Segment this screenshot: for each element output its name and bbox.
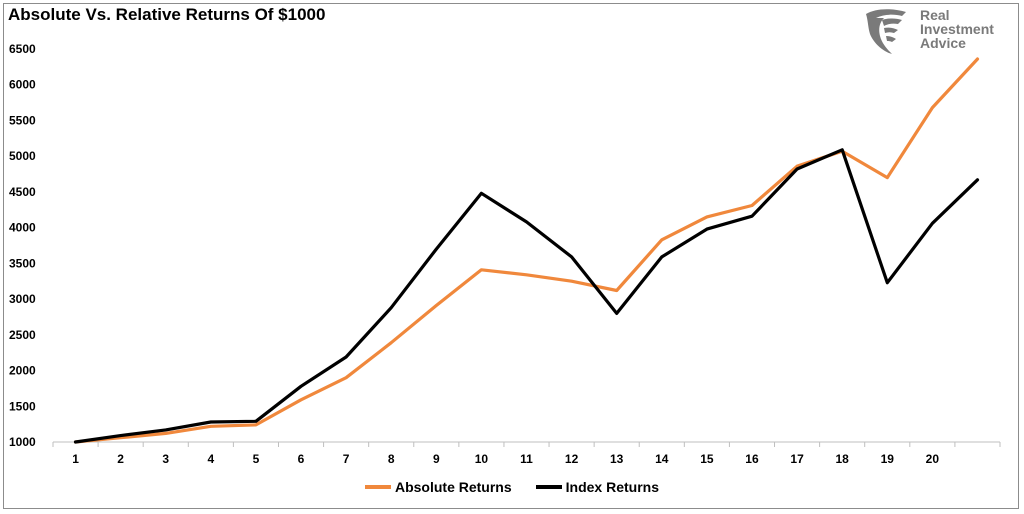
logo-text-line: Real bbox=[920, 7, 950, 23]
x-tick-label: 7 bbox=[343, 452, 350, 466]
y-tick-label: 5500 bbox=[9, 113, 36, 127]
x-tick-label: 19 bbox=[881, 452, 895, 466]
x-tick-label: 2 bbox=[117, 452, 124, 466]
series-line-index-returns bbox=[73, 148, 980, 444]
y-tick-label: 6000 bbox=[9, 78, 36, 92]
x-tick-label: 13 bbox=[610, 452, 624, 466]
legend-swatch bbox=[535, 485, 562, 489]
line-chart: 1000 1500 2000 2500 3000 3500 4000 4500 5000 5500… bbox=[9, 42, 1001, 466]
y-tick-label: 1000 bbox=[9, 435, 36, 449]
legend: Absolute Returns Index Returns bbox=[0, 476, 1024, 498]
series-line-absolute-returns bbox=[73, 57, 980, 444]
eagle-logo-icon bbox=[866, 9, 906, 54]
x-tick-label: 20 bbox=[926, 452, 940, 466]
chart-title: Absolute Vs. Relative Returns Of $1000 bbox=[8, 5, 326, 24]
logo: Real Investment Advice bbox=[862, 6, 1012, 58]
x-tick-label: 18 bbox=[835, 452, 849, 466]
legend-label: Absolute Returns bbox=[394, 479, 512, 495]
legend-swatch bbox=[364, 485, 391, 489]
x-tick-label: 16 bbox=[745, 452, 759, 466]
x-tick-label: 3 bbox=[162, 452, 169, 466]
x-tick-label: 1 bbox=[72, 452, 79, 466]
logo-text-line: Investment bbox=[920, 21, 994, 37]
logo-text: Real Investment Advice bbox=[920, 8, 994, 50]
x-tick-label: 5 bbox=[253, 452, 260, 466]
y-tick-label: 3500 bbox=[9, 256, 36, 270]
x-tick-label: 6 bbox=[298, 452, 305, 466]
y-tick-label: 3000 bbox=[9, 292, 36, 306]
y-tick-label: 5000 bbox=[9, 149, 36, 163]
legend-label: Index Returns bbox=[565, 479, 660, 495]
x-tick-label: 15 bbox=[700, 452, 714, 466]
y-tick-label: 2500 bbox=[9, 328, 36, 342]
x-tick-label: 10 bbox=[475, 452, 489, 466]
chart-frame bbox=[3, 3, 1019, 509]
y-tick-label: 6500 bbox=[9, 42, 36, 56]
x-tick-label: 17 bbox=[790, 452, 804, 466]
y-tick-label: 2000 bbox=[9, 364, 36, 378]
logo-text-line: Advice bbox=[920, 35, 966, 51]
x-tick-label: 11 bbox=[520, 452, 533, 466]
y-tick-label: 4000 bbox=[9, 221, 36, 235]
x-tick-label: 4 bbox=[207, 452, 214, 466]
x-tick-label: 9 bbox=[433, 452, 440, 466]
y-tick-label: 1500 bbox=[9, 399, 36, 413]
x-tick-label: 12 bbox=[565, 452, 579, 466]
x-tick-label: 14 bbox=[655, 452, 669, 466]
y-tick-label: 4500 bbox=[9, 185, 36, 199]
x-tick-label: 8 bbox=[388, 452, 395, 466]
legend-item: Index Returns bbox=[535, 476, 660, 498]
legend-item: Absolute Returns bbox=[364, 476, 512, 498]
